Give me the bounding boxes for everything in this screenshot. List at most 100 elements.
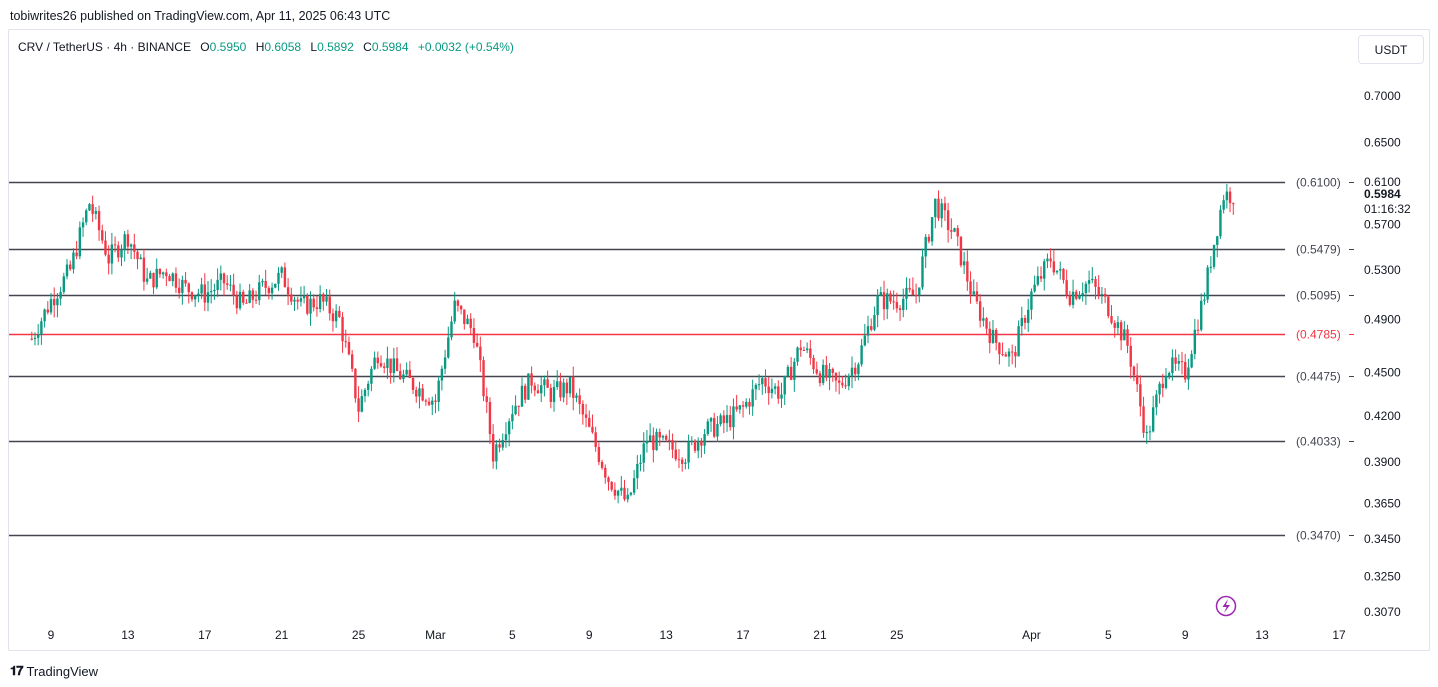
candle-body: [254, 299, 258, 301]
candle: [69, 260, 72, 272]
level-label: (0.5095): [1296, 289, 1341, 303]
candle: [1219, 205, 1222, 239]
candle-body: [572, 376, 575, 398]
candle-body: [65, 264, 69, 277]
candle: [65, 259, 69, 280]
candle: [1206, 265, 1209, 304]
candle-body: [437, 380, 440, 402]
candle-body: [133, 244, 136, 252]
candle-body: [966, 261, 969, 282]
candle: [274, 283, 277, 289]
candle-body: [248, 290, 251, 303]
tradingview-footer: 𝟏𝟕 TradingView: [10, 663, 98, 679]
candle: [777, 380, 780, 404]
candle-body: [946, 210, 950, 231]
candle: [748, 398, 751, 415]
candle: [1139, 375, 1142, 417]
candle-body: [511, 414, 514, 422]
candle: [825, 355, 828, 382]
candle-body: [1027, 309, 1030, 323]
brand-label: TradingView: [26, 663, 99, 679]
candle-body: [469, 318, 472, 328]
candle: [145, 267, 149, 285]
candle-body: [639, 462, 642, 464]
candle: [459, 305, 463, 315]
candle-body: [405, 369, 408, 375]
candle-body: [62, 276, 66, 292]
candle: [334, 304, 338, 328]
candle-body: [902, 298, 905, 311]
candle: [584, 404, 588, 428]
price-tick-label: 0.5300: [1364, 263, 1401, 277]
candle: [1171, 349, 1174, 381]
candle-body: [825, 364, 828, 378]
candle: [126, 229, 130, 254]
candle: [411, 376, 415, 395]
candle: [581, 400, 585, 425]
candle-body: [1049, 258, 1052, 262]
candle-body: [546, 379, 549, 388]
candle: [799, 339, 802, 357]
candle-body: [674, 449, 677, 460]
flash-icon[interactable]: [1215, 595, 1237, 617]
candle: [1190, 350, 1193, 369]
candle-body: [837, 380, 841, 383]
candle-body: [1068, 295, 1072, 305]
candle: [174, 267, 178, 293]
candle: [453, 291, 456, 325]
candle: [139, 254, 142, 260]
candle: [520, 377, 524, 407]
candle: [988, 321, 991, 354]
candle-body: [1161, 383, 1164, 388]
candle-body: [853, 367, 857, 375]
candle-body: [193, 295, 197, 300]
candle-body: [322, 294, 325, 302]
candle: [745, 398, 748, 409]
candle: [94, 207, 98, 220]
candle: [350, 350, 354, 372]
candle: [1113, 320, 1116, 338]
candle-body: [306, 295, 309, 314]
candle-body: [209, 291, 213, 293]
open-label: O: [200, 40, 210, 54]
candle-body: [206, 292, 210, 303]
candle: [78, 221, 82, 260]
candle: [671, 433, 674, 459]
candle: [1161, 373, 1164, 398]
candle-body: [238, 291, 242, 309]
candle-body: [418, 388, 421, 397]
candle: [1014, 346, 1017, 368]
candle: [725, 405, 729, 432]
candle-body: [940, 203, 943, 219]
candle-body: [395, 358, 399, 372]
candle: [440, 365, 444, 391]
candle: [1203, 292, 1206, 305]
candle-body: [870, 326, 873, 330]
candle: [402, 369, 405, 383]
candle: [197, 288, 200, 303]
candle: [306, 293, 309, 316]
price-tick-label: 0.6100: [1364, 175, 1401, 189]
candle-body: [415, 389, 418, 397]
candle: [415, 386, 418, 403]
candle-body: [479, 346, 482, 361]
candle: [1116, 315, 1120, 335]
candle-body: [527, 373, 530, 400]
candle-body: [568, 376, 572, 394]
candle-body: [1107, 296, 1110, 316]
candle: [969, 271, 972, 304]
candle-body: [623, 487, 626, 500]
candle: [107, 245, 110, 275]
price-tick-label: 0.5700: [1364, 218, 1401, 232]
candle: [985, 317, 988, 334]
candle: [312, 294, 315, 312]
candle-body: [626, 494, 629, 500]
candle-body: [350, 354, 354, 369]
candle: [918, 287, 921, 303]
candle-body: [575, 395, 578, 398]
currency-button[interactable]: USDT: [1358, 35, 1424, 64]
candle: [488, 397, 492, 445]
candle-body: [363, 389, 367, 397]
candle-body: [1193, 329, 1197, 354]
